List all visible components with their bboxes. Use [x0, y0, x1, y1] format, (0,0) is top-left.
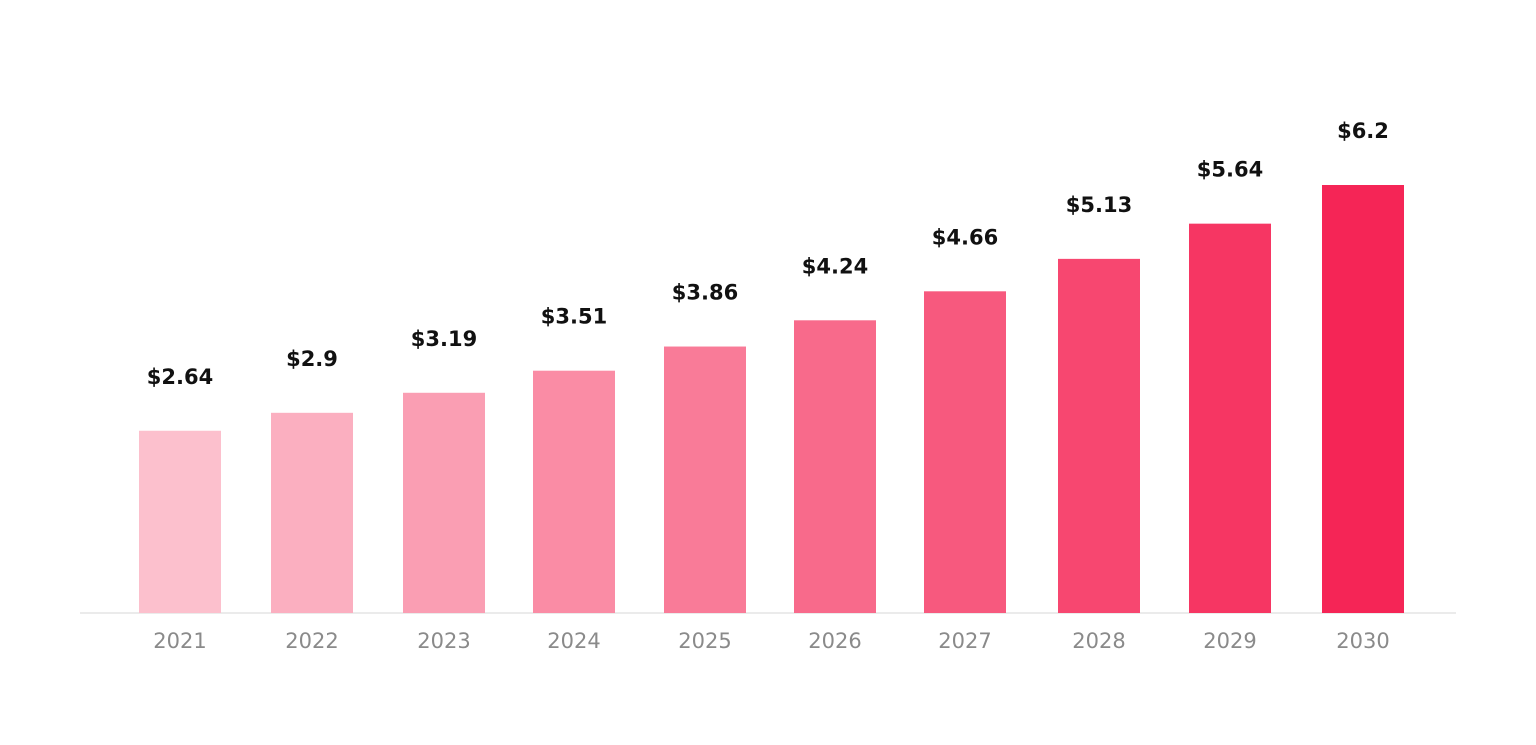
x-tick-label-2029: 2029 [1203, 629, 1256, 653]
x-tick-label-2021: 2021 [153, 629, 206, 653]
data-label-2024: $3.51 [541, 305, 607, 329]
bars-group [139, 185, 1404, 613]
x-tick-label-2028: 2028 [1072, 629, 1125, 653]
x-tick-label-2023: 2023 [417, 629, 470, 653]
data-label-2030: $6.2 [1337, 119, 1389, 143]
data-label-2021: $2.64 [147, 365, 213, 389]
x-tick-label-2022: 2022 [285, 629, 338, 653]
x-tick-label-2024: 2024 [547, 629, 600, 653]
data-label-2023: $3.19 [411, 327, 477, 351]
bar-2021 [139, 430, 221, 613]
x-tick-label-2030: 2030 [1336, 629, 1389, 653]
bar-2024 [533, 370, 615, 613]
bar-2022 [271, 412, 353, 613]
data-label-2027: $4.66 [932, 225, 998, 249]
bar-2029 [1189, 223, 1271, 613]
data-label-2025: $3.86 [672, 281, 738, 305]
x-tick-label-2026: 2026 [808, 629, 861, 653]
x-tick-label-2027: 2027 [938, 629, 991, 653]
data-label-2022: $2.9 [286, 347, 338, 371]
bar-2023 [403, 392, 485, 613]
x-tick-labels-group: 2021 2022 2023 2024 2025 2026 2027 2028 2029 2030 [153, 629, 1389, 653]
x-tick-label-2025: 2025 [678, 629, 731, 653]
data-label-2026: $4.24 [802, 254, 868, 278]
bar-2030 [1322, 185, 1404, 613]
value-labels-group: $2.64 $2.9 $3.19 $3.51 $3.86 $4.24 $4.66 $5.13 $… [147, 119, 1389, 389]
bar-2028 [1058, 258, 1140, 613]
data-label-2028: $5.13 [1066, 193, 1132, 217]
bar-2027 [924, 291, 1006, 613]
bar-2025 [664, 346, 746, 613]
data-label-2029: $5.64 [1197, 158, 1263, 182]
bar-2026 [794, 320, 876, 613]
